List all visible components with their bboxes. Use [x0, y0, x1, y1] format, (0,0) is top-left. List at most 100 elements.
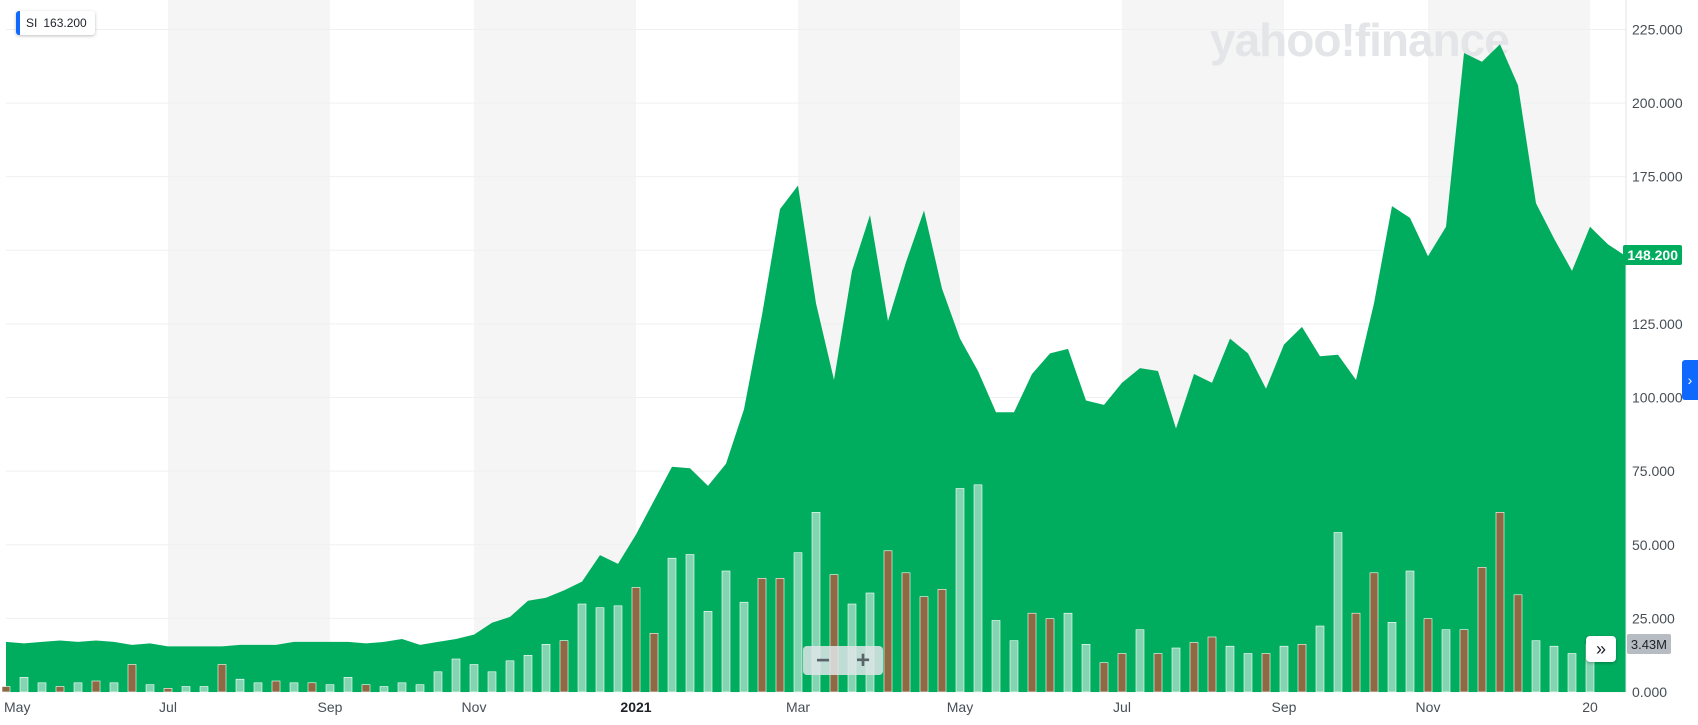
symbol-value: 163.200 — [43, 16, 87, 30]
y-axis-labels: 0.00025.00050.00075.000100.000125.000150… — [1632, 21, 1683, 700]
volume-bar — [235, 678, 245, 693]
x-tick-label: Nov — [1416, 699, 1441, 715]
volume-bar — [1153, 653, 1163, 693]
volume-bar — [289, 682, 299, 693]
volume-bar — [955, 488, 965, 693]
volume-bar — [253, 682, 263, 693]
y-tick-label: 0.000 — [1632, 684, 1667, 700]
volume-bar — [307, 682, 317, 693]
volume-bar — [631, 587, 641, 693]
zoom-out-button[interactable]: − — [815, 646, 830, 674]
yahoo-finance-watermark: yahoo!finance — [1210, 14, 1509, 66]
chevron-right-icon[interactable]: › — [1682, 360, 1698, 400]
volume-bar — [343, 676, 353, 693]
volume-bar — [1477, 566, 1487, 693]
x-tick-label: 20 — [1582, 699, 1598, 715]
volume-bar — [1207, 636, 1217, 693]
volume-bar — [1531, 640, 1541, 693]
y-tick-label: 125.000 — [1632, 316, 1683, 332]
volume-bar — [1315, 625, 1325, 693]
volume-bar — [1009, 640, 1019, 693]
volume-bar — [1099, 662, 1109, 693]
volume-bars — [1, 484, 1595, 693]
volume-bar — [919, 596, 929, 693]
volume-bar — [811, 511, 821, 693]
volume-bar — [721, 570, 731, 693]
volume-bar — [127, 664, 137, 693]
volume-bar — [1297, 643, 1307, 693]
last-price-tag: 148.200 — [1623, 245, 1682, 265]
volume-bar — [1261, 653, 1271, 693]
zoom-in-button[interactable]: + — [855, 646, 870, 674]
volume-bar — [1441, 629, 1451, 693]
volume-bar — [1351, 612, 1361, 693]
volume-bar — [829, 574, 839, 693]
volume-bar — [163, 687, 173, 693]
volume-bar — [433, 671, 443, 693]
volume-bar — [757, 577, 767, 693]
volume-bar — [451, 658, 461, 693]
zoom-control: − + — [803, 646, 883, 675]
volume-bar — [685, 554, 695, 693]
y-tick-label: 200.000 — [1632, 95, 1683, 111]
volume-bar — [1135, 629, 1145, 693]
volume-bar — [973, 484, 983, 693]
volume-bar — [1459, 629, 1469, 693]
last-volume-tag: 3.43M — [1626, 634, 1671, 654]
volume-bar — [1567, 653, 1577, 693]
x-tick-label: Jul — [159, 699, 177, 715]
volume-bar — [1081, 643, 1091, 693]
volume-bar — [73, 682, 83, 693]
x-tick-label: 2021 — [620, 699, 651, 715]
volume-bar — [1189, 642, 1199, 693]
volume-bar — [415, 684, 425, 693]
volume-bar — [145, 684, 155, 693]
volume-bar — [775, 577, 785, 693]
volume-bar — [217, 664, 227, 693]
volume-bar — [1027, 612, 1037, 693]
x-tick-label: Mar — [786, 699, 810, 715]
volume-bar — [271, 680, 281, 693]
volume-bar — [541, 643, 551, 693]
volume-bar — [1387, 621, 1397, 693]
volume-bar — [1225, 645, 1235, 693]
volume-bar — [1423, 618, 1433, 693]
symbol-ticker: SI — [26, 16, 38, 30]
volume-bar — [37, 682, 47, 693]
volume-bar — [1369, 572, 1379, 693]
x-tick-label: Sep — [1272, 699, 1297, 715]
x-tick-label: Jul — [1113, 699, 1131, 715]
volume-bar — [1513, 594, 1523, 693]
volume-bar — [487, 671, 497, 693]
y-tick-label: 50.000 — [1632, 537, 1675, 553]
month-band — [168, 0, 330, 692]
chevrons-right-icon[interactable]: » — [1586, 636, 1616, 662]
volume-bar — [1495, 511, 1505, 693]
price-area-series — [6, 44, 1626, 692]
symbol-badge[interactable]: SI 163.200 — [16, 11, 95, 35]
volume-bar — [1549, 645, 1559, 693]
volume-bar — [1171, 647, 1181, 693]
volume-bar — [91, 680, 101, 693]
volume-bar — [1063, 612, 1073, 693]
x-tick-label: May — [4, 699, 30, 715]
x-tick-label: Sep — [318, 699, 343, 715]
volume-bar — [1045, 618, 1055, 693]
volume-bar — [739, 601, 749, 693]
volume-bar — [1279, 645, 1289, 693]
volume-bar — [1243, 653, 1253, 693]
y-tick-label: 225.000 — [1632, 21, 1683, 37]
volume-bar — [595, 607, 605, 693]
volume-bar — [361, 684, 371, 693]
volume-bar — [937, 588, 947, 693]
volume-bar — [793, 552, 803, 693]
y-tick-label: 100.000 — [1632, 390, 1683, 406]
volume-bar — [883, 550, 893, 693]
volume-bar — [901, 572, 911, 693]
volume-bar — [703, 610, 713, 693]
x-tick-label: Nov — [462, 699, 487, 715]
volume-bar — [505, 660, 515, 693]
volume-bar — [577, 603, 587, 693]
volume-bar — [55, 686, 65, 693]
